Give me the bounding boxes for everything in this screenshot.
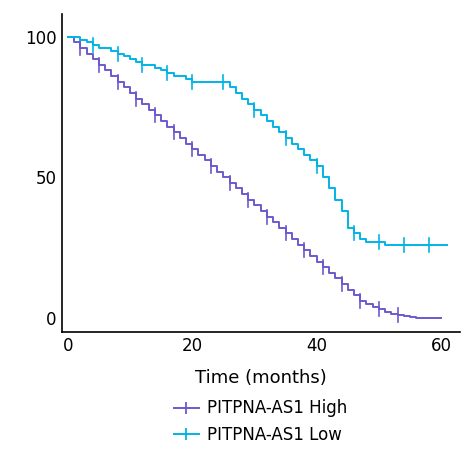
X-axis label: Time (months): Time (months): [195, 369, 327, 387]
Legend: PITPNA-AS1 High, PITPNA-AS1 Low: PITPNA-AS1 High, PITPNA-AS1 Low: [167, 393, 354, 450]
